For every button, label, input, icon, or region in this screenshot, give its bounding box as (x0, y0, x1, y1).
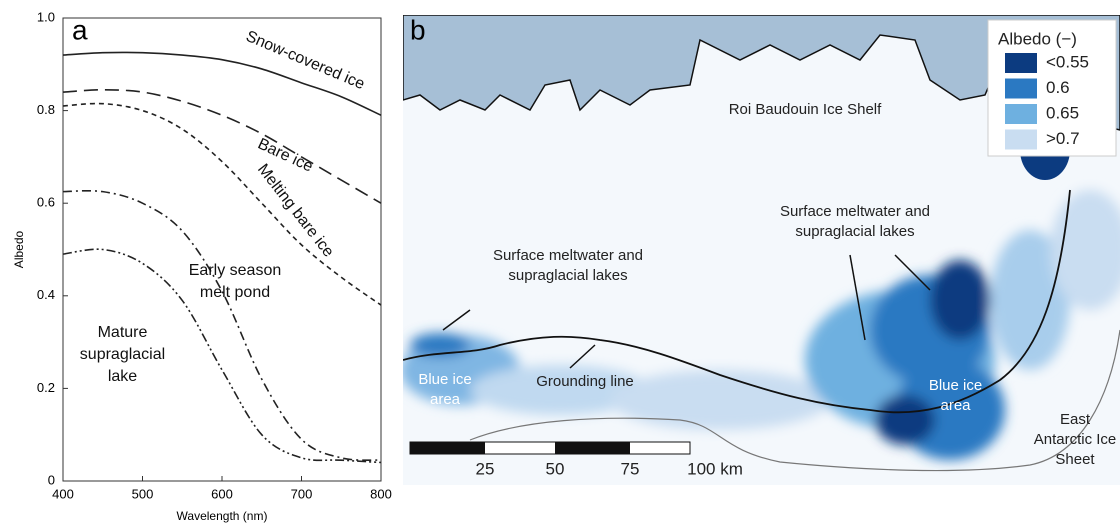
map-annotation: Grounding line (536, 373, 634, 390)
line-series (62, 189, 382, 461)
legend-swatch (1005, 53, 1037, 73)
legend-swatch (1005, 129, 1037, 150)
scale-label: 25 (476, 459, 495, 478)
line-series (62, 51, 382, 116)
curve-label: Early season melt pond (188, 262, 282, 301)
legend-label: 0.65 (1046, 103, 1079, 122)
y-axis-label: Albedo (12, 230, 26, 268)
scale-label: 50 (546, 459, 565, 478)
y-tick-label: 0.6 (37, 195, 55, 210)
albedo-patches (403, 190, 1120, 460)
y-tick-label: 0.4 (37, 287, 55, 302)
y-tick-label: 0.8 (37, 102, 55, 117)
panel-label: a (72, 14, 88, 45)
map-annotation: Surface meltwater and supraglacial lakes (779, 203, 931, 240)
x-tick-label: 700 (291, 486, 313, 501)
arrow (569, 344, 596, 369)
panel-a-bg (4, 10, 398, 524)
scale-label: 100 km (687, 459, 743, 478)
x-tick-label: 400 (52, 486, 74, 501)
arrow (442, 309, 471, 331)
x-tick-label: 600 (211, 486, 233, 501)
arrow (849, 254, 866, 341)
ice-sheet-contour (469, 329, 1120, 472)
grounding-line (403, 189, 1071, 414)
legend-swatch (1005, 78, 1037, 99)
y-tick-label: 1.0 (37, 9, 55, 24)
x-tick-label: 500 (132, 486, 154, 501)
map-annotation: East Antarctic Ice Sheet (1033, 411, 1117, 468)
legend-label: 0.6 (1046, 78, 1070, 97)
map-annotation: Blue ice area (928, 377, 983, 414)
scale-bar-seg (555, 442, 630, 454)
line-series (62, 102, 382, 306)
map-annotation: Blue ice area (418, 371, 472, 408)
scale-bar-seg (410, 442, 485, 454)
panel-label: b (410, 14, 426, 45)
y-tick-label: 0 (48, 472, 55, 487)
legend-label: >0.7 (1046, 129, 1080, 148)
map-annotation: Surface meltwater and supraglacial lakes (492, 247, 644, 284)
scale-label: 75 (621, 459, 640, 478)
arrow (894, 254, 931, 291)
y-tick-label: 0.2 (37, 380, 55, 395)
line-series (62, 88, 382, 204)
curve-label: Mature supraglacial lake (79, 324, 166, 385)
x-tick-label: 800 (370, 486, 392, 501)
map-annotation: Roi Baudouin Ice Shelf (728, 101, 882, 118)
legend-label: <0.55 (1046, 52, 1089, 71)
map (403, 15, 1120, 485)
x-axis-label: Wavelength (nm) (177, 509, 268, 523)
legend-title: Albedo (−) (998, 29, 1077, 48)
legend-swatch (1005, 104, 1037, 124)
